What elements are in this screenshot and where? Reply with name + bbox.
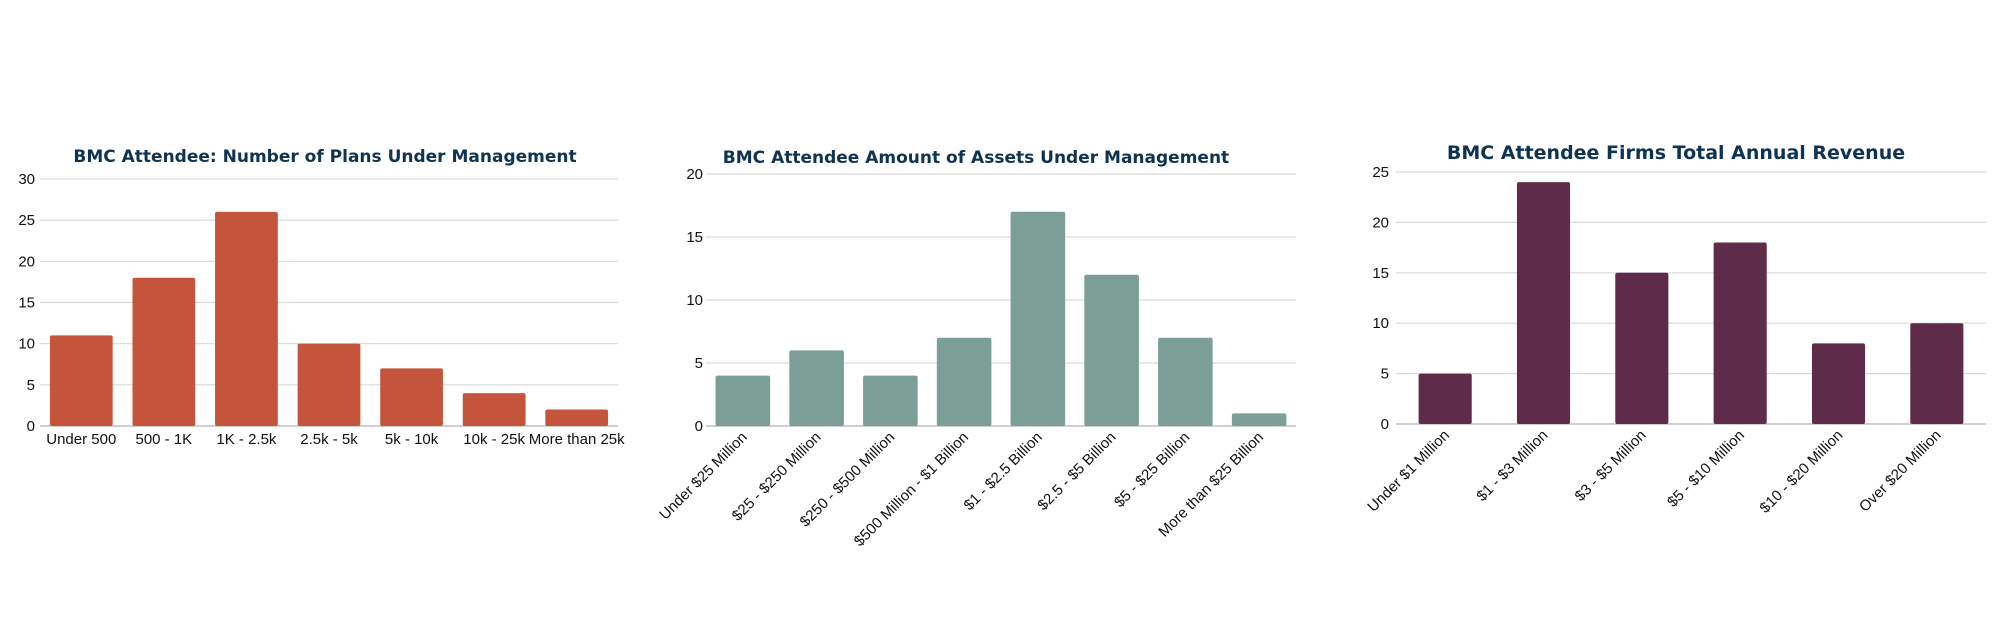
chart-1: BMC Attendee: Number of Plans Under Mana… — [18, 147, 625, 448]
bar — [1158, 337, 1213, 426]
bar — [462, 393, 526, 426]
x-tick-label: Under $1 Million — [1364, 427, 1453, 516]
x-tick-label: $5 - $25 Billion — [1111, 429, 1193, 511]
x-tick-label: Over $20 Million — [1856, 427, 1945, 516]
x-tick-label: 2.5k - 5k — [300, 431, 358, 448]
bar — [936, 337, 992, 426]
bar — [49, 335, 113, 426]
y-tick-label: 20 — [686, 166, 703, 183]
bar — [1418, 373, 1472, 424]
y-tick-label: 15 — [686, 229, 703, 246]
bar — [132, 277, 196, 426]
chart-title: BMC Attendee: Number of Plans Under Mana… — [73, 147, 576, 167]
y-tick-label: 10 — [18, 336, 35, 353]
x-tick-label: $1 - $3 Million — [1473, 427, 1551, 505]
bar — [1615, 272, 1669, 424]
bar — [1231, 413, 1287, 426]
y-tick-label: 15 — [1372, 265, 1389, 282]
bar — [789, 350, 844, 426]
y-tick-label: 5 — [1381, 366, 1389, 383]
x-tick-label: $3 - $5 Million — [1572, 427, 1650, 505]
bar — [380, 368, 443, 426]
x-tick-label: 5k - 10k — [385, 431, 439, 448]
chart-3: BMC Attendee Firms Total Annual Revenue 0… — [1364, 142, 1986, 517]
x-tick-label: 1K - 2.5k — [216, 431, 277, 448]
chart-title: BMC Attendee Firms Total Annual Revenue — [1447, 142, 1905, 164]
y-tick-label: 20 — [1372, 214, 1389, 231]
x-tick-label: 500 - 1K — [135, 431, 192, 448]
chart-2: BMC Attendee Amount of Assets Under Mana… — [656, 148, 1296, 550]
y-tick-label: 15 — [18, 295, 35, 312]
bar — [297, 343, 361, 426]
bar — [1811, 343, 1866, 424]
y-tick-label: 10 — [686, 292, 703, 309]
y-tick-label: 30 — [18, 171, 35, 188]
y-tick-label: 10 — [1372, 315, 1389, 332]
bar — [1713, 242, 1767, 424]
y-tick-label: 5 — [27, 377, 35, 394]
bar — [863, 375, 918, 426]
x-tick-label: $2.5 - $5 Billion — [1034, 429, 1119, 514]
bar — [715, 375, 771, 426]
bar — [1084, 274, 1139, 426]
x-tick-label: $10 - $20 Million — [1756, 427, 1846, 517]
bar — [1516, 182, 1571, 424]
y-tick-label: 0 — [1381, 416, 1389, 433]
y-tick-label: 0 — [27, 418, 35, 435]
x-tick-label: More than 25k — [529, 431, 625, 448]
chart-title: BMC Attendee Amount of Assets Under Mana… — [723, 148, 1229, 168]
bar — [545, 409, 609, 426]
y-tick-label: 25 — [1372, 164, 1389, 181]
y-tick-label: 5 — [695, 355, 703, 372]
x-tick-label: $5 - $10 Million — [1664, 427, 1748, 511]
x-tick-label: $1 - $2.5 Billion — [961, 429, 1046, 514]
y-tick-label: 20 — [18, 253, 35, 270]
bar — [215, 211, 278, 426]
x-tick-label: 10k - 25k — [463, 431, 525, 448]
bar — [1910, 323, 1964, 424]
y-tick-label: 0 — [695, 418, 703, 435]
x-tick-label: Under 500 — [46, 431, 116, 448]
y-tick-label: 25 — [18, 212, 35, 229]
bar — [1010, 211, 1066, 426]
